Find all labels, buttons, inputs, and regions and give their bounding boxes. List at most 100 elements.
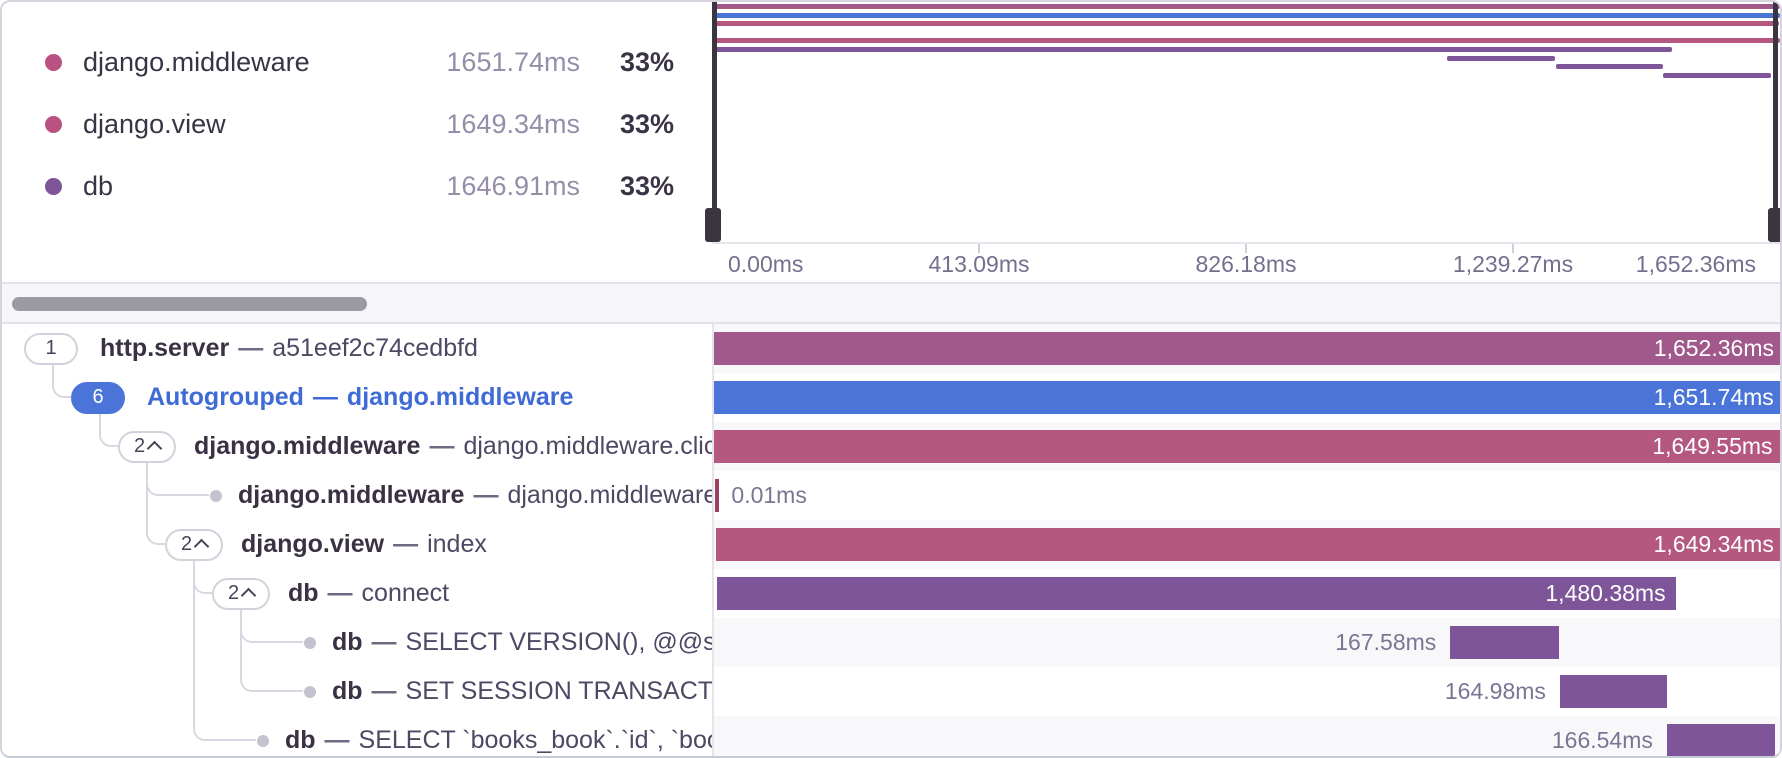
waterfall-row[interactable]: 164.98ms	[714, 667, 1780, 716]
minimap-left-handle[interactable]	[705, 208, 721, 242]
span-name: connect	[361, 579, 450, 607]
span-name: a51eef2c74cedbfd	[272, 334, 478, 362]
span-tree-row[interactable]: 2 django.view — index	[2, 520, 712, 569]
span-description: db — SELECT VERSION(), @@sql_m	[332, 618, 712, 667]
span-tree-row[interactable]: 2 db — connect	[2, 569, 712, 618]
span-op: django.view	[241, 530, 385, 558]
span-op: db	[288, 579, 319, 607]
span-count-badge[interactable]: 2	[118, 430, 176, 463]
tree-connector-line	[146, 462, 165, 545]
span-count-badge[interactable]: 2	[212, 577, 270, 610]
span-name: SELECT VERSION(), @@sql_m	[405, 628, 712, 656]
span-duration-bar[interactable]: 1,651.74ms	[714, 381, 1780, 414]
tree-connector-line	[52, 364, 71, 398]
tree-connector-line	[193, 560, 256, 741]
span-description: django.middleware — django.middleware.c	[238, 471, 712, 520]
span-description: db — SELECT `books_book`.`id`, `books	[285, 716, 712, 756]
span-tree-row[interactable]: db — SET SESSION TRANSACTION	[2, 667, 712, 716]
span-tree-row[interactable]: db — SELECT `books_book`.`id`, `books	[2, 716, 712, 756]
chevron-up-icon	[146, 440, 163, 457]
waterfall-row[interactable]: 1,649.55ms	[714, 422, 1780, 471]
span-duration-label: 1,480.38ms	[1545, 580, 1666, 606]
span-duration-label: 167.58ms	[1335, 629, 1437, 655]
minimap-right-handle[interactable]	[1768, 208, 1780, 242]
span-duration-bar[interactable]	[1666, 724, 1775, 756]
axis-tick-icon	[1512, 244, 1514, 253]
span-separator: —	[327, 579, 353, 607]
span-separator: —	[312, 383, 338, 411]
span-tree-row[interactable]: 1 http.server — a51eef2c74cedbfd	[2, 324, 712, 373]
leaf-span-dot-icon	[210, 489, 222, 502]
span-op: db	[332, 677, 363, 705]
span-count-badge[interactable]: 6	[71, 381, 125, 414]
scrollbar-thumb[interactable]	[12, 297, 367, 311]
span-description: db — connect	[288, 569, 449, 618]
leaf-span-dot-icon	[257, 734, 269, 747]
waterfall-row[interactable]: 1,649.34ms	[714, 520, 1780, 569]
horizontal-scrollbar[interactable]	[2, 282, 1780, 324]
span-description: http.server — a51eef2c74cedbfd	[100, 324, 478, 373]
legend-op-value: 1646.91ms	[446, 171, 580, 201]
span-duration-bar[interactable]: 1,652.36ms	[714, 332, 1780, 365]
minimap-span-bar	[714, 47, 1672, 52]
waterfall-row[interactable]: 167.58ms	[714, 618, 1780, 667]
span-duration-label: 1,649.34ms	[1653, 531, 1774, 557]
span-duration-label: 1,652.36ms	[1653, 335, 1774, 361]
legend-op-percent: 33%	[619, 47, 674, 77]
axis-tick-label: 1,239.27ms	[1452, 251, 1574, 277]
trace-minimap[interactable]	[712, 2, 1780, 242]
badge-count: 2	[180, 533, 193, 555]
axis-tick-label: 826.18ms	[1195, 251, 1297, 277]
span-op: django.middleware	[238, 481, 465, 509]
span-duration-bar[interactable]: 1,480.38ms	[716, 577, 1676, 610]
chevron-up-icon	[193, 538, 210, 555]
span-duration-bar[interactable]	[1559, 675, 1667, 708]
span-duration-bar[interactable]: 1,649.34ms	[715, 528, 1780, 561]
span-tree-row[interactable]: 6 Autogrouped — django.middleware	[2, 373, 712, 422]
span-tree-row[interactable]: 2 django.middleware — django.middleware.cli…	[2, 422, 712, 471]
span-duration-bar[interactable]	[715, 479, 720, 512]
span-duration-bar[interactable]: 1,649.55ms	[714, 430, 1780, 463]
span-description: Autogrouped — django.middleware	[147, 373, 573, 422]
legend-op-value: 1651.74ms	[446, 47, 580, 77]
legend-row: db 1646.91ms 33%	[2, 155, 712, 217]
minimap-span-bar	[713, 38, 1780, 44]
badge-count: 2	[227, 582, 240, 604]
span-tree-row[interactable]: db — SELECT VERSION(), @@sql_m	[2, 618, 712, 667]
axis-tick-label: 0.00ms	[728, 251, 804, 277]
panel-divider[interactable]	[712, 2, 714, 756]
waterfall-row[interactable]: 166.54ms	[714, 716, 1780, 756]
tree-connector-line	[240, 609, 303, 692]
span-separator: —	[238, 334, 264, 362]
span-duration-bar[interactable]	[1450, 626, 1559, 659]
span-count-badge[interactable]: 1	[24, 332, 78, 365]
ops-breakdown-legend: django.middleware 1651.74ms 33% django.view…	[2, 2, 712, 282]
axis-tick-icon	[1245, 244, 1247, 253]
span-name: SELECT `books_book`.`id`, `books	[358, 726, 712, 754]
minimap-span-bar	[1446, 55, 1556, 61]
span-name: django.middleware	[346, 383, 574, 411]
span-count-badge[interactable]: 2	[165, 528, 223, 561]
span-separator: —	[371, 677, 397, 705]
span-op: Autogrouped	[147, 383, 304, 411]
minimap-right-handle-icon	[1773, 2, 1778, 208]
axis-tick-label: 1,652.36ms	[1635, 251, 1756, 277]
span-duration-label: 0.01ms	[731, 482, 807, 508]
tree-connector-line	[99, 413, 118, 447]
waterfall-row[interactable]: 1,651.74ms	[714, 373, 1780, 422]
waterfall-row[interactable]: 1,480.38ms	[714, 569, 1780, 618]
minimap-left-handle-icon	[712, 2, 717, 208]
span-tree-row[interactable]: django.middleware — django.middleware.c	[2, 471, 712, 520]
span-name: SET SESSION TRANSACTION	[405, 677, 712, 705]
span-name: django.middleware.c	[507, 481, 712, 509]
chevron-up-icon	[240, 587, 257, 604]
legend-op-name: django.middleware	[83, 47, 310, 77]
leaf-span-dot-icon	[304, 636, 316, 649]
span-separator: —	[473, 481, 499, 509]
span-duration-label: 1,649.55ms	[1652, 433, 1773, 459]
waterfall-row[interactable]: 0.01ms	[714, 471, 1780, 520]
waterfall-row[interactable]: 1,652.36ms	[714, 324, 1780, 373]
span-op: django.middleware	[194, 432, 421, 460]
badge-count: 2	[133, 435, 146, 457]
